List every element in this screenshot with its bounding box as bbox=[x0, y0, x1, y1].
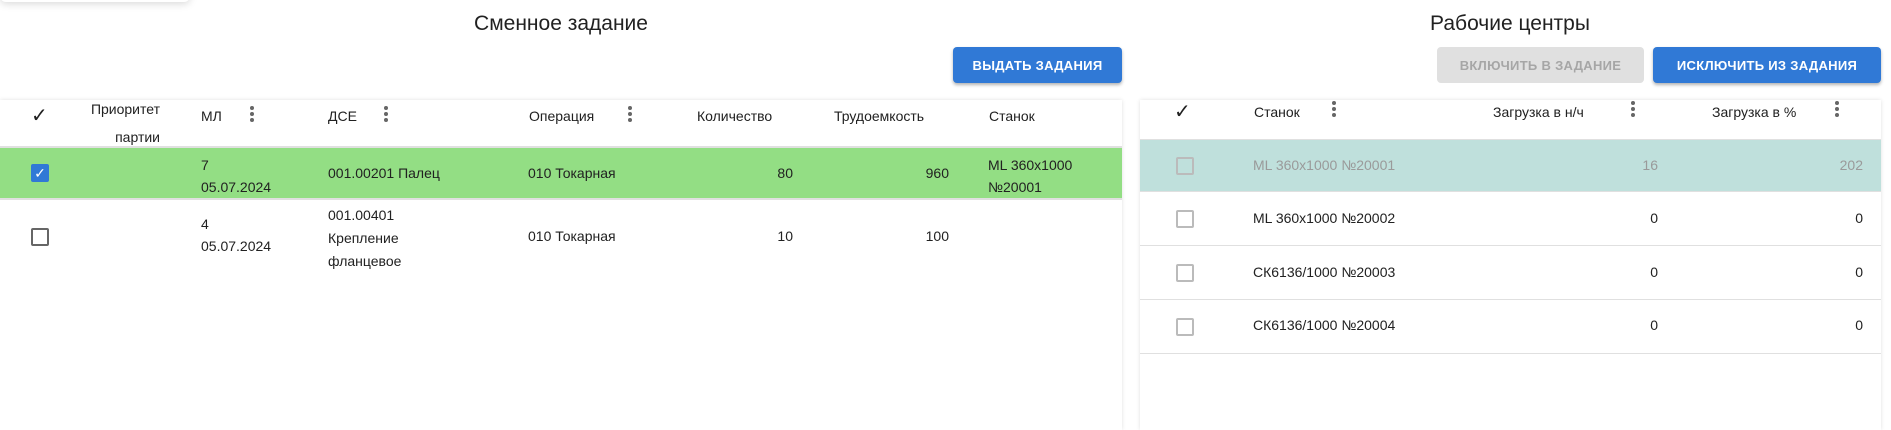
header-machine[interactable]: Станок bbox=[1254, 104, 1300, 120]
labor-cell: 960 bbox=[925, 165, 949, 181]
operation-menu-icon[interactable] bbox=[628, 106, 632, 124]
shift-task-table: ✓ Приоритет партии МЛ ДСЕ Операция Количе… bbox=[0, 100, 1122, 430]
load-hours-cell: 16 bbox=[1642, 157, 1658, 173]
exclude-from-task-button[interactable]: ИСКЛЮЧИТЬ ИЗ ЗАДАНИЯ bbox=[1653, 47, 1881, 83]
table-header: ✓ Приоритет партии МЛ ДСЕ Операция Количе… bbox=[0, 100, 1122, 148]
ml-menu-icon[interactable] bbox=[250, 106, 254, 124]
row-checkbox[interactable] bbox=[1176, 264, 1194, 282]
header-load-percent[interactable]: Загрузка в % bbox=[1712, 104, 1797, 120]
row-checkbox[interactable] bbox=[31, 228, 49, 246]
quantity-cell: 10 bbox=[777, 228, 793, 244]
row-checkbox-disabled bbox=[1176, 157, 1194, 175]
table-row[interactable]: ML 360x1000 №20001 16 202 bbox=[1140, 140, 1881, 192]
row-checkbox[interactable] bbox=[1176, 210, 1194, 228]
table-row[interactable]: СК6136/1000 №20003 0 0 bbox=[1140, 246, 1881, 300]
operation-cell: 010 Токарная bbox=[528, 228, 616, 244]
machine-cell: ML 360x1000 №20001 bbox=[1253, 157, 1396, 173]
machine-cell: СК6136/1000 №20004 bbox=[1253, 317, 1396, 333]
top-shadow-element bbox=[0, 0, 190, 2]
quantity-cell: 80 bbox=[777, 165, 793, 181]
include-in-task-button[interactable]: ВКЛЮЧИТЬ В ЗАДАНИЕ bbox=[1437, 47, 1644, 83]
row-checkbox[interactable] bbox=[1176, 318, 1194, 336]
load-hours-menu-icon[interactable] bbox=[1631, 101, 1635, 119]
load-percent-menu-icon[interactable] bbox=[1835, 101, 1839, 119]
machine-menu-icon[interactable] bbox=[1332, 101, 1336, 119]
table-row[interactable]: ML 360x1000 №20002 0 0 bbox=[1140, 192, 1881, 246]
work-centers-table: ✓ Станок Загрузка в н/ч Загрузка в % ML … bbox=[1140, 100, 1881, 430]
header-machine[interactable]: Станок bbox=[989, 108, 1035, 124]
operation-cell: 010 Токарная bbox=[528, 165, 616, 181]
issue-tasks-button[interactable]: ВЫДАТЬ ЗАДАНИЯ bbox=[953, 47, 1122, 83]
table-header: ✓ Станок Загрузка в н/ч Загрузка в % bbox=[1140, 100, 1881, 140]
load-hours-cell: 0 bbox=[1650, 317, 1658, 333]
load-hours-cell: 0 bbox=[1650, 264, 1658, 280]
header-quantity[interactable]: Количество bbox=[697, 108, 773, 124]
labor-cell: 100 bbox=[925, 228, 949, 244]
ml-cell: 4 05.07.2024 bbox=[201, 216, 272, 254]
table-row[interactable]: 4 05.07.2024 001.00401 Крепление фланцевое … bbox=[0, 200, 1122, 272]
shift-task-title: Сменное задание bbox=[474, 12, 648, 35]
ml-cell: 7 05.07.2024 bbox=[201, 157, 272, 195]
row-checkbox-checked[interactable]: ✓ bbox=[31, 164, 49, 182]
table-row[interactable]: ✓ 7 05.07.2024 001.00201 Палец 010 Токарн… bbox=[0, 148, 1122, 200]
load-percent-cell: 0 bbox=[1855, 210, 1863, 226]
work-centers-title: Рабочие центры bbox=[1430, 12, 1590, 35]
header-priority[interactable]: Приоритет партии bbox=[90, 101, 160, 145]
header-operation[interactable]: Операция bbox=[529, 108, 595, 124]
header-load-hours[interactable]: Загрузка в н/ч bbox=[1493, 104, 1584, 120]
select-all-check-icon[interactable]: ✓ bbox=[31, 105, 48, 127]
machine-cell: ML 360x1000 №20001 bbox=[988, 157, 1073, 195]
load-percent-cell: 202 bbox=[1839, 157, 1863, 173]
machine-cell: ML 360x1000 №20002 bbox=[1253, 210, 1396, 226]
dse-menu-icon[interactable] bbox=[384, 106, 388, 124]
select-all-check-icon[interactable]: ✓ bbox=[1174, 101, 1191, 123]
dse-cell: 001.00401 Крепление фланцевое bbox=[328, 207, 402, 269]
dse-cell: 001.00201 Палец bbox=[328, 165, 440, 181]
load-percent-cell: 0 bbox=[1855, 264, 1863, 280]
header-ml[interactable]: МЛ bbox=[201, 108, 222, 124]
header-dse[interactable]: ДСЕ bbox=[328, 108, 357, 124]
load-hours-cell: 0 bbox=[1650, 210, 1658, 226]
table-row[interactable]: СК6136/1000 №20004 0 0 bbox=[1140, 300, 1881, 354]
machine-cell: СК6136/1000 №20003 bbox=[1253, 264, 1396, 280]
header-labor[interactable]: Трудоемкость bbox=[834, 108, 925, 124]
load-percent-cell: 0 bbox=[1855, 317, 1863, 333]
